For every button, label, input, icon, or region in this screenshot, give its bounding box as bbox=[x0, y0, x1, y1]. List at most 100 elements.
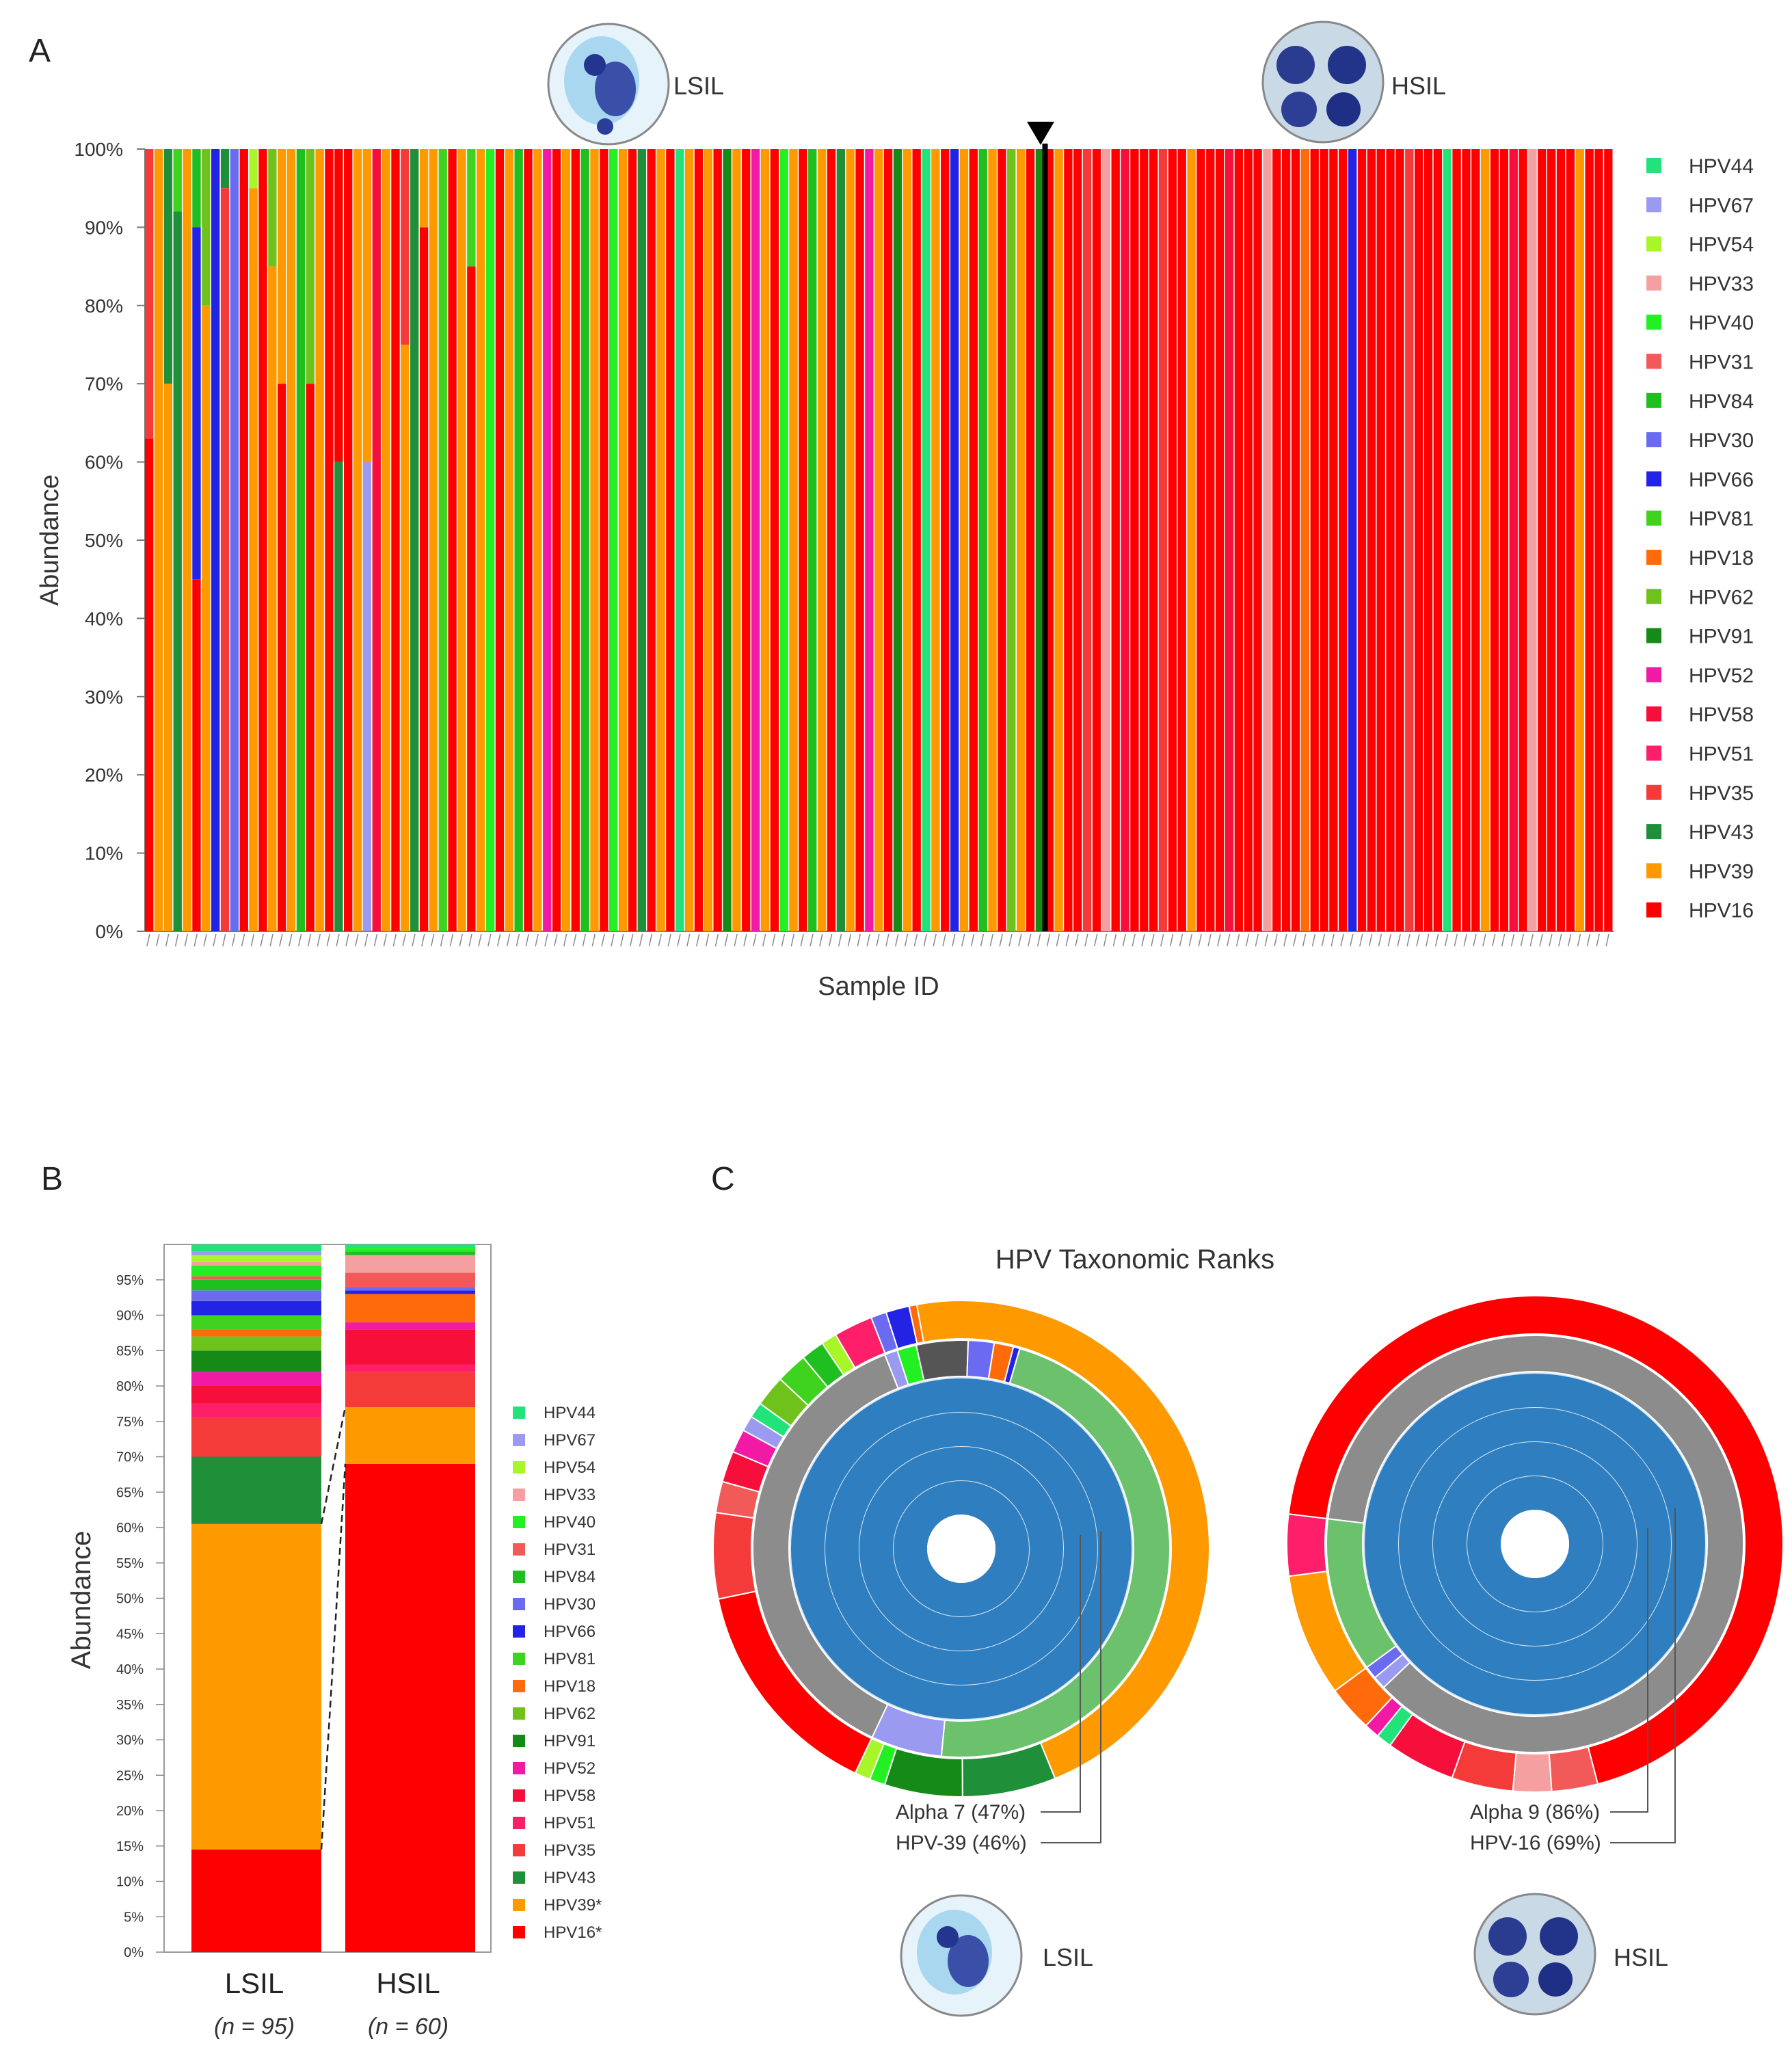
a-bar-segment bbox=[855, 149, 864, 931]
a-bar-segment bbox=[192, 579, 201, 931]
a-bar-segment bbox=[789, 149, 798, 931]
b-bar-segment bbox=[345, 1294, 475, 1322]
a-legend-swatch bbox=[1646, 784, 1661, 800]
a-bar-segment bbox=[1092, 149, 1101, 931]
a-legend-label: HPV67 bbox=[1689, 194, 1754, 217]
a-legend-swatch bbox=[1646, 236, 1661, 252]
a-bar-segment bbox=[211, 149, 220, 931]
a-xtick bbox=[203, 933, 207, 947]
sunburst-type-segment bbox=[712, 1511, 757, 1600]
b-legend-label: HPV84 bbox=[544, 1568, 596, 1586]
a-xtick bbox=[269, 933, 273, 947]
b-ytick: 60% bbox=[116, 1521, 144, 1536]
b-bar-segment bbox=[345, 1287, 475, 1291]
a-xtick bbox=[1501, 933, 1506, 947]
a-xtick bbox=[563, 933, 567, 947]
a-legend-label: HPV16 bbox=[1689, 900, 1754, 922]
a-xtick bbox=[847, 933, 852, 947]
a-xtick bbox=[402, 933, 406, 947]
a-legend-label: HPV91 bbox=[1689, 626, 1754, 648]
sunburst-lsil bbox=[712, 1300, 1210, 1798]
b-n-hsil: (n = 60) bbox=[368, 2014, 449, 2040]
panel-b-label: B bbox=[41, 1161, 63, 1197]
a-bar-segment bbox=[571, 149, 580, 931]
a-legend-swatch bbox=[1646, 589, 1661, 604]
a-xtick bbox=[1426, 933, 1430, 947]
a-xtick bbox=[364, 933, 369, 947]
sunburst-core-ring bbox=[1364, 1373, 1706, 1715]
b-bar-segment bbox=[345, 1322, 475, 1330]
a-bar-segment bbox=[249, 149, 258, 189]
a-xtick bbox=[838, 933, 842, 947]
a-bar-segment bbox=[704, 149, 712, 931]
a-xtick bbox=[1482, 933, 1486, 947]
a-ytick: 40% bbox=[85, 608, 123, 629]
b-ytick: 35% bbox=[116, 1698, 144, 1713]
a-xtick bbox=[771, 933, 776, 947]
a-xtick bbox=[989, 933, 994, 947]
a-ytick: 60% bbox=[85, 452, 123, 473]
a-legend-label: HPV30 bbox=[1689, 429, 1754, 452]
a-xtick bbox=[1112, 933, 1117, 947]
a-xtick bbox=[1188, 933, 1193, 947]
a-xtick bbox=[165, 933, 170, 947]
a-xtick bbox=[1151, 933, 1155, 947]
a-bar-segment bbox=[467, 149, 476, 267]
a-xtick bbox=[1169, 933, 1174, 947]
a-xtick bbox=[999, 933, 1003, 947]
a-bar-segment bbox=[362, 149, 372, 462]
a-xtick bbox=[1330, 933, 1335, 947]
b-connector bbox=[320, 1463, 347, 1850]
a-bar-segment bbox=[1452, 149, 1461, 931]
a-xtick bbox=[753, 933, 757, 947]
a-xtick bbox=[1406, 933, 1410, 947]
b-ytick: 5% bbox=[124, 1910, 144, 1925]
a-xtick bbox=[970, 933, 975, 947]
a-bar-segment bbox=[751, 149, 760, 931]
a-xtick bbox=[904, 933, 909, 947]
a-bar-segment bbox=[628, 149, 637, 931]
a-bar-segment bbox=[1538, 149, 1547, 931]
a-bar-segment bbox=[1101, 149, 1111, 931]
a-bar-segment bbox=[1329, 149, 1338, 931]
b-legend-label: HPV33 bbox=[544, 1486, 596, 1504]
a-legend-label: HPV81 bbox=[1689, 508, 1754, 531]
a-bar-segment bbox=[1234, 149, 1244, 931]
a-bar-segment bbox=[145, 149, 154, 439]
a-xtick bbox=[1293, 933, 1297, 947]
a-bar-segment bbox=[1225, 149, 1234, 931]
a-bar-segment bbox=[220, 188, 230, 932]
a-bar-segment bbox=[514, 149, 523, 931]
a-xtick bbox=[1160, 933, 1164, 947]
a-bar-segment bbox=[1215, 149, 1225, 931]
a-bar-segment bbox=[969, 149, 978, 931]
b-legend-swatch bbox=[513, 1762, 525, 1774]
a-legend-swatch bbox=[1646, 510, 1661, 526]
a-xtick bbox=[1065, 933, 1069, 947]
a-bar-segment bbox=[477, 149, 485, 931]
a-xtick bbox=[430, 933, 435, 947]
sunburst-type-segment bbox=[915, 1300, 1210, 1780]
a-bar-segment bbox=[1556, 149, 1566, 931]
a-xtick bbox=[828, 933, 833, 947]
a-bar-segment bbox=[286, 149, 296, 931]
b-bar-segment bbox=[191, 1403, 321, 1418]
a-bar-segment bbox=[173, 211, 182, 931]
a-xtick bbox=[449, 933, 454, 947]
b-bar-segment bbox=[345, 1463, 475, 1952]
b-bar-segment bbox=[345, 1290, 475, 1294]
b-ytick: 75% bbox=[116, 1415, 144, 1430]
c-lsil-annot-1: Alpha 7 (47%) bbox=[896, 1801, 1026, 1824]
lsil-label-a: LSIL bbox=[673, 72, 724, 100]
a-bar-segment bbox=[723, 149, 732, 931]
a-xtick bbox=[648, 933, 653, 947]
a-xtick bbox=[1473, 933, 1477, 947]
a-xtick bbox=[1255, 933, 1259, 947]
a-ytick: 0% bbox=[96, 921, 123, 942]
a-bar-segment bbox=[883, 149, 893, 931]
b-bar-segment bbox=[191, 1276, 321, 1280]
b-legend-swatch bbox=[513, 1817, 525, 1829]
a-bar-segment bbox=[1291, 149, 1300, 931]
b-ytick: 90% bbox=[116, 1309, 144, 1324]
